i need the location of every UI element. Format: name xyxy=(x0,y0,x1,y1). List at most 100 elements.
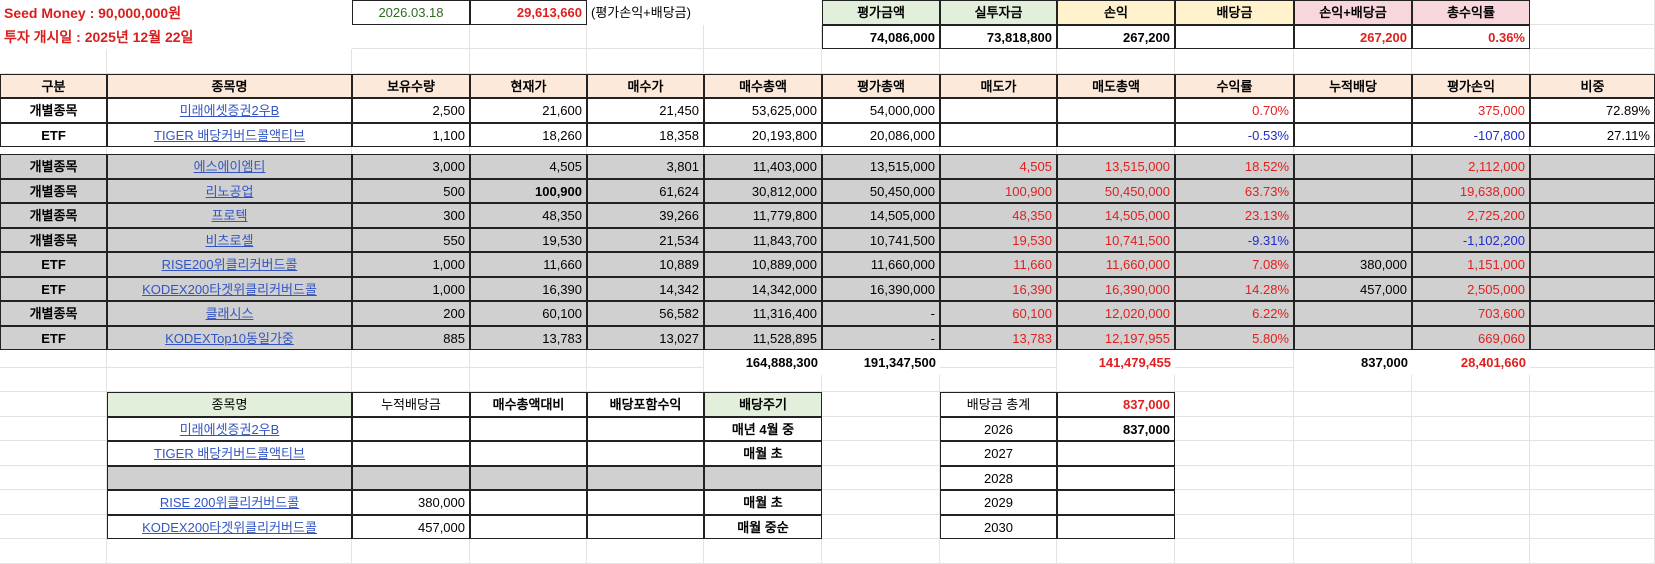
dividend-stock-link[interactable]: RISE 200위클리커버드콜 xyxy=(107,490,352,515)
stock-link[interactable]: 미래에셋증권2우B xyxy=(107,98,352,123)
grid-cell xyxy=(704,368,822,392)
table-cell: 1,000 xyxy=(352,252,470,277)
table-cell: 50,450,000 xyxy=(822,179,940,203)
table-cell: 1,000 xyxy=(352,277,470,301)
dividend-header: 매수총액대비 xyxy=(470,392,587,417)
dividend-cell: 457,000 xyxy=(352,515,470,539)
grid-cell xyxy=(1412,515,1530,539)
dividend-stock-link[interactable]: 미래에셋증권2우B xyxy=(107,417,352,441)
stock-link[interactable]: 비츠로셀 xyxy=(107,228,352,252)
stock-link[interactable]: KODEXTop10동일가중 xyxy=(107,326,352,350)
summary-value-cell: 73,818,800 xyxy=(940,25,1057,49)
grid-cell xyxy=(1530,368,1655,392)
stock-link[interactable]: 리노공업 xyxy=(107,179,352,203)
table-cell: 375,000 xyxy=(1412,98,1530,123)
table-cell xyxy=(1294,301,1412,326)
grid-cell xyxy=(822,49,940,74)
table-cell: 11,660 xyxy=(470,252,587,277)
report-date: 2026.03.18 xyxy=(352,0,470,25)
dividend-stock-link[interactable]: KODEX200타겟위클리커버드콜 xyxy=(107,515,352,539)
table-cell: 100,900 xyxy=(470,179,587,203)
table-cell: 39,266 xyxy=(587,203,704,228)
stock-link[interactable]: TIGER 배당커버드콜액티브 xyxy=(107,123,352,147)
table-cell: ETF xyxy=(0,123,107,147)
table-cell xyxy=(1530,179,1655,203)
grid-cell xyxy=(587,368,704,392)
grid-cell xyxy=(0,441,107,466)
grid-cell xyxy=(822,515,940,539)
table-header: 수익률 xyxy=(1175,74,1294,98)
grid-cell xyxy=(940,368,1057,392)
table-cell: 23.13% xyxy=(1175,203,1294,228)
stock-link[interactable]: 에스에이엠티 xyxy=(107,154,352,179)
table-cell xyxy=(1294,98,1412,123)
table-header: 평가손익 xyxy=(1412,74,1530,98)
grid-cell xyxy=(1175,343,1294,368)
seed-money: Seed Money : 90,000,000원 xyxy=(0,0,352,25)
dividend-year-amount xyxy=(1057,466,1175,490)
table-cell: 457,000 xyxy=(1294,277,1412,301)
grid-cell xyxy=(1294,490,1412,515)
stock-link[interactable]: 클래시스 xyxy=(107,301,352,326)
table-cell: 19,530 xyxy=(940,228,1057,252)
table-cell: 10,741,500 xyxy=(822,228,940,252)
table-cell: 2,725,200 xyxy=(1412,203,1530,228)
table-cell: 11,528,895 xyxy=(704,326,822,350)
dividend-stock-link[interactable] xyxy=(107,466,352,490)
table-cell: 885 xyxy=(352,326,470,350)
table-cell xyxy=(1294,123,1412,147)
grid-cell xyxy=(1175,49,1294,74)
table-cell: 2,112,000 xyxy=(1412,154,1530,179)
dividend-cell: 매년 4월 중 xyxy=(704,417,822,441)
dividend-stock-link[interactable]: TIGER 배당커버드콜액티브 xyxy=(107,441,352,466)
table-cell: 72.89% xyxy=(1530,98,1655,123)
table-cell: 300 xyxy=(352,203,470,228)
grid-cell xyxy=(1294,392,1412,417)
table-cell: 550 xyxy=(352,228,470,252)
total-eval: 191,347,500 xyxy=(822,350,940,375)
table-cell: 11,660 xyxy=(940,252,1057,277)
table-cell: 13,783 xyxy=(470,326,587,350)
grid-cell xyxy=(107,49,352,74)
table-cell: 10,741,500 xyxy=(1057,228,1175,252)
table-cell: 380,000 xyxy=(1294,252,1412,277)
table-header: 매수총액 xyxy=(704,74,822,98)
table-cell: 14,505,000 xyxy=(822,203,940,228)
summary-value-cell: 267,200 xyxy=(1294,25,1412,49)
table-cell: 1,100 xyxy=(352,123,470,147)
dividend-cell xyxy=(587,441,704,466)
grid-cell xyxy=(1530,417,1655,441)
grid-cell xyxy=(1412,466,1530,490)
dividend-cell xyxy=(352,466,470,490)
stock-link[interactable]: RISE200위클리커버드콜 xyxy=(107,252,352,277)
table-cell: 7.08% xyxy=(1175,252,1294,277)
dividend-cell xyxy=(587,466,704,490)
dividend-cell xyxy=(470,466,587,490)
summary-value-note: (평가손익+배당금) xyxy=(587,0,822,25)
grid-cell xyxy=(1175,466,1294,490)
table-cell xyxy=(1530,228,1655,252)
table-cell: 21,534 xyxy=(587,228,704,252)
grid-cell xyxy=(0,466,107,490)
stock-link[interactable]: 프로텍 xyxy=(107,203,352,228)
table-cell: 개별종목 xyxy=(0,154,107,179)
grid-cell xyxy=(1530,25,1655,49)
table-cell: 20,193,800 xyxy=(704,123,822,147)
dividend-cell xyxy=(470,490,587,515)
dividend-cell xyxy=(352,441,470,466)
stock-link[interactable]: KODEX200타겟위클리커버드콜 xyxy=(107,277,352,301)
grid-cell xyxy=(352,25,470,49)
table-cell: 54,000,000 xyxy=(822,98,940,123)
grid-cell xyxy=(470,343,587,368)
table-cell: 11,316,400 xyxy=(704,301,822,326)
grid-cell xyxy=(1175,392,1294,417)
grid-cell xyxy=(1412,490,1530,515)
table-header: 종목명 xyxy=(107,74,352,98)
dividend-cell xyxy=(587,515,704,539)
table-cell: 개별종목 xyxy=(0,228,107,252)
table-cell: ETF xyxy=(0,252,107,277)
dividend-total-value: 837,000 xyxy=(1057,392,1175,417)
grid-cell xyxy=(1294,515,1412,539)
table-cell: 16,390 xyxy=(470,277,587,301)
